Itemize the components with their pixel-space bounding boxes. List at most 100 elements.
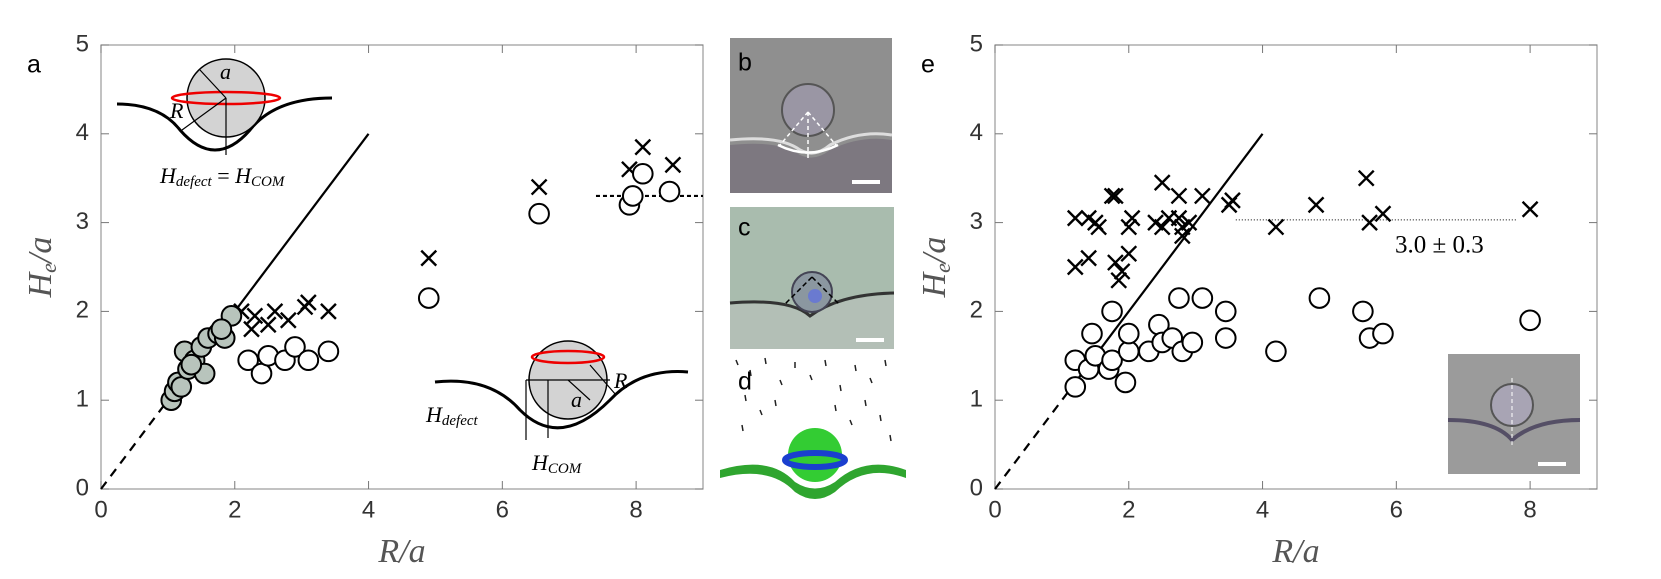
- y-axis-label: /a: [22, 237, 59, 265]
- panel-label: d: [738, 368, 752, 396]
- y-tick-label: 3: [76, 208, 89, 235]
- x-tick-label: 4: [362, 496, 375, 523]
- y-tick-label: 5: [76, 30, 89, 57]
- cross-marker: [1080, 249, 1097, 267]
- cross-marker: [1090, 218, 1108, 236]
- cross-marker: [530, 178, 548, 196]
- cross-marker: [664, 156, 682, 174]
- panel-label: e: [921, 51, 935, 79]
- circle-marker: [658, 180, 681, 203]
- reference-line: [100, 399, 169, 490]
- cross-marker: [259, 316, 277, 334]
- cross-marker: [1194, 187, 1211, 205]
- cross-marker: [1170, 187, 1188, 205]
- annotation: 3.0 ± 0.3: [1395, 232, 1484, 259]
- inset-label: HCOM: [531, 450, 583, 477]
- cross-marker: [1113, 263, 1131, 280]
- cross-marker: [1110, 271, 1128, 289]
- cross-marker: [1066, 209, 1084, 227]
- cross-marker: [279, 311, 297, 329]
- circle-marker: [1081, 322, 1103, 345]
- cross-marker: [1170, 209, 1188, 227]
- circle-marker: [1214, 327, 1237, 349]
- inset-diagram-top: a R Hdefect = HCOM: [116, 58, 333, 190]
- circle-marker: [237, 349, 259, 372]
- y-tick-label: 2: [970, 297, 983, 324]
- cross-marker: [1107, 254, 1124, 271]
- y-tick-label: 0: [970, 474, 983, 501]
- cross-marker: [1224, 192, 1241, 209]
- circle-marker: [1214, 300, 1237, 323]
- cross-marker: [1107, 187, 1124, 205]
- cross-marker: [634, 138, 652, 156]
- inset-label: H: [425, 402, 443, 427]
- cross-marker: [1357, 169, 1375, 187]
- x-tick-label: 2: [228, 496, 241, 523]
- x-tick-label: 0: [94, 496, 107, 523]
- inset-photo: [1447, 354, 1581, 474]
- inset-label: R: [613, 368, 628, 393]
- y-axis-label: He/a: [916, 237, 955, 299]
- inset-label: H: [531, 450, 549, 475]
- x-tick-label: 6: [1390, 496, 1403, 523]
- panel-label: b: [738, 49, 752, 77]
- cross-marker: [1120, 245, 1138, 263]
- y-axis-label: H: [916, 270, 953, 298]
- y-axis-label: H: [22, 270, 59, 298]
- cross-marker: [1153, 174, 1171, 191]
- photo-b: [729, 38, 893, 193]
- x-axis-label: R/a: [1271, 533, 1319, 570]
- circle-marker: [621, 185, 644, 207]
- circle-marker: [1101, 349, 1123, 372]
- axes-box: [994, 44, 1598, 490]
- cross-marker: [1267, 218, 1285, 236]
- y-axis-label: /a: [916, 237, 953, 265]
- circle-marker: [1168, 287, 1190, 309]
- y-tick-label: 5: [970, 30, 983, 57]
- cross-marker: [296, 298, 314, 316]
- y-tick-label: 1: [970, 386, 983, 413]
- x-tick-label: 6: [496, 496, 509, 523]
- y-tick-label: 1: [76, 386, 89, 413]
- panel-label: a: [27, 51, 41, 79]
- circle-marker: [250, 362, 273, 385]
- cross-marker: [320, 303, 337, 320]
- circle-marker: [1101, 300, 1123, 323]
- circle-marker: [1117, 322, 1140, 345]
- simulation-d: [720, 355, 906, 499]
- x-tick-label: 4: [1256, 496, 1269, 523]
- y-tick-label: 2: [76, 297, 89, 324]
- inset-label: COM: [251, 174, 286, 190]
- reference-line: [1074, 133, 1264, 384]
- y-tick-label: 4: [76, 119, 89, 146]
- cross-marker: [1173, 227, 1191, 245]
- circle-marker: [417, 287, 440, 309]
- inset-diagram-bottom: a R Hdefect HCOM: [425, 340, 689, 477]
- cross-marker: [1153, 218, 1171, 236]
- circle-marker: [1114, 371, 1137, 394]
- inset-label: COM: [548, 461, 583, 477]
- inset-label: a: [571, 387, 582, 412]
- axes-box: [100, 44, 704, 490]
- circle-marker: [297, 349, 320, 372]
- inset-label: =: [212, 163, 235, 188]
- circle-marker: [1372, 322, 1394, 345]
- circle-marker: [1181, 331, 1204, 354]
- inset-label: Hdefect: [425, 402, 479, 429]
- circle-marker: [284, 336, 306, 358]
- cross-marker: [246, 307, 264, 325]
- circle-marker: [1519, 309, 1541, 332]
- photo-c: [729, 207, 895, 349]
- y-tick-label: 3: [970, 208, 983, 235]
- circle-marker: [180, 353, 203, 376]
- cross-marker: [1103, 187, 1121, 205]
- inset-label: R: [169, 98, 184, 123]
- circle-marker: [528, 202, 550, 225]
- x-tick-label: 8: [1523, 496, 1536, 523]
- cross-marker: [1120, 218, 1138, 236]
- cross-marker: [1521, 200, 1539, 218]
- reference-line: [994, 381, 1077, 490]
